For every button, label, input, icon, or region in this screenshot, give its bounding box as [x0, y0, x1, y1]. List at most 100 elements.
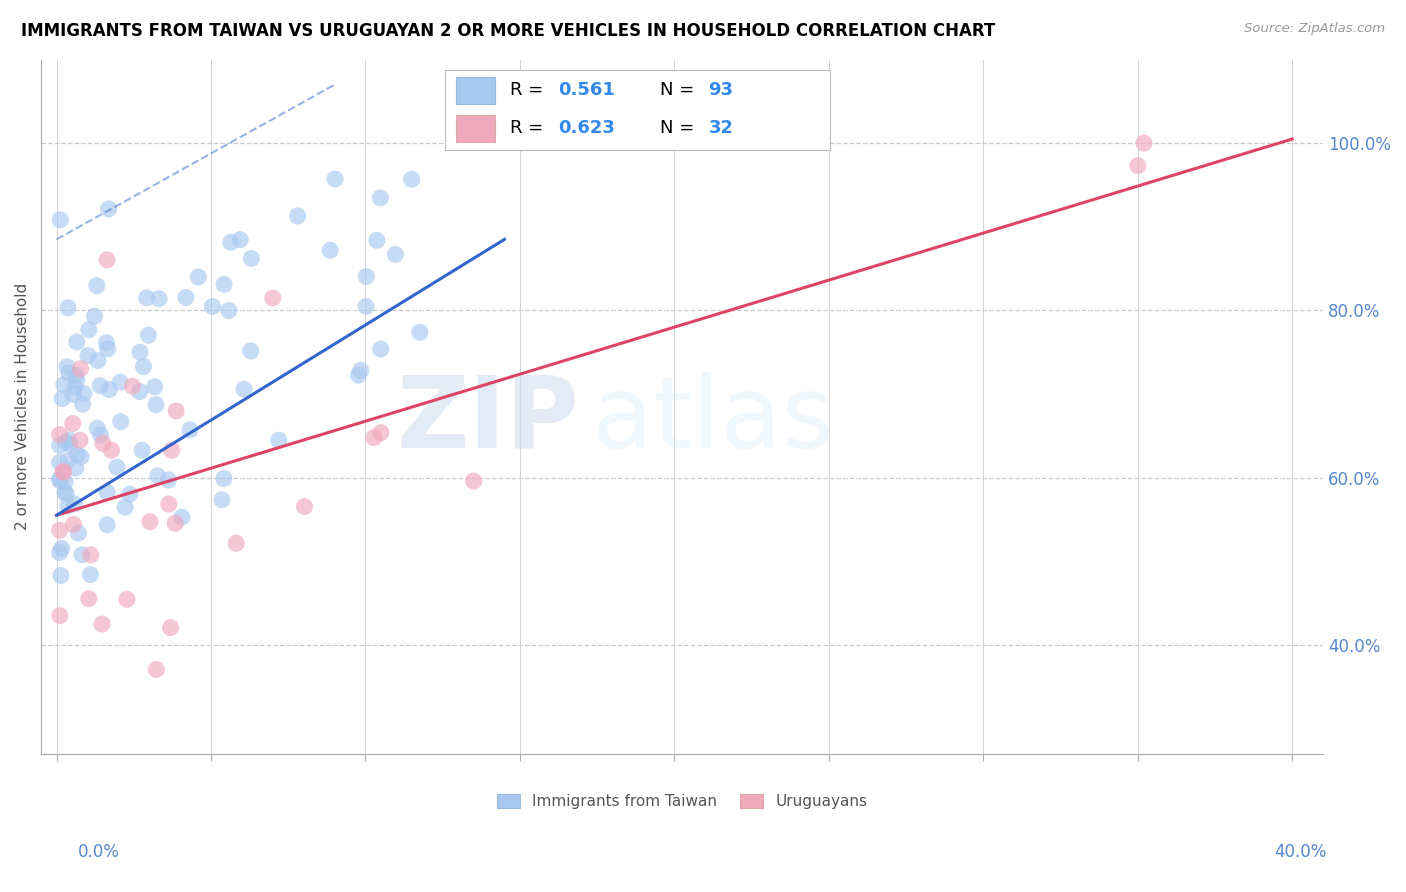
Point	[240, 252, 263, 266]
Point	[319, 244, 342, 258]
Point	[145, 662, 167, 676]
Point	[170, 510, 193, 524]
Point	[48, 427, 70, 442]
Point	[262, 291, 284, 305]
Point	[121, 379, 143, 393]
Point	[145, 398, 167, 412]
Point	[110, 415, 132, 429]
Point	[86, 421, 108, 435]
Point	[48, 472, 70, 486]
Point	[56, 454, 79, 468]
Text: atlas: atlas	[592, 372, 834, 469]
Point	[91, 436, 114, 450]
Point	[89, 378, 111, 392]
Point	[165, 516, 187, 531]
Point	[347, 368, 370, 383]
Point	[160, 443, 183, 458]
Point	[174, 290, 197, 304]
Point	[62, 417, 84, 431]
Point	[159, 621, 181, 635]
Point	[51, 392, 73, 406]
Point	[287, 209, 309, 223]
Point	[62, 517, 84, 532]
Point	[69, 434, 91, 448]
Point	[48, 524, 70, 538]
Point	[211, 492, 233, 507]
Point	[56, 301, 79, 315]
Point	[77, 349, 100, 363]
Point	[115, 592, 138, 607]
Point	[363, 431, 385, 445]
Point	[187, 270, 209, 285]
Text: Source: ZipAtlas.com: Source: ZipAtlas.com	[1244, 22, 1385, 36]
Point	[69, 361, 91, 376]
Point	[53, 485, 76, 500]
Point	[132, 359, 155, 374]
Point	[96, 485, 118, 500]
Point	[62, 387, 84, 401]
Point	[59, 437, 82, 451]
Point	[51, 541, 73, 556]
Point	[354, 300, 377, 314]
Point	[212, 277, 235, 292]
Point	[66, 448, 89, 462]
Point	[131, 443, 153, 458]
Point	[48, 545, 70, 559]
Point	[53, 475, 76, 489]
Point	[97, 342, 120, 356]
Point	[65, 461, 87, 475]
Point	[225, 536, 247, 550]
Point	[239, 343, 262, 358]
Point	[1126, 159, 1149, 173]
Point	[48, 455, 70, 469]
Point	[409, 326, 432, 340]
Point	[233, 382, 256, 396]
Point	[52, 377, 75, 392]
Point	[65, 368, 87, 383]
Point	[70, 450, 93, 464]
Point	[294, 500, 316, 514]
Point	[52, 465, 75, 479]
Point	[219, 235, 242, 250]
Point	[56, 499, 79, 513]
Point	[212, 471, 235, 485]
Point	[128, 384, 150, 399]
Point	[49, 474, 72, 488]
Point	[157, 473, 180, 487]
Point	[165, 404, 187, 418]
Point	[118, 487, 141, 501]
Point	[370, 425, 392, 440]
Point	[49, 608, 72, 623]
Point	[96, 517, 118, 532]
Text: 40.0%: 40.0%	[1274, 843, 1327, 861]
Point	[218, 303, 240, 318]
Point	[83, 310, 105, 324]
Point	[77, 323, 100, 337]
Y-axis label: 2 or more Vehicles in Household: 2 or more Vehicles in Household	[15, 283, 30, 530]
Point	[148, 292, 170, 306]
Point	[138, 328, 160, 343]
Point	[86, 278, 108, 293]
Point	[350, 363, 373, 377]
Point	[77, 591, 100, 606]
Point	[179, 423, 201, 437]
Text: 0.0%: 0.0%	[77, 843, 120, 861]
Point	[87, 353, 110, 368]
Point	[96, 252, 118, 267]
Point	[72, 397, 94, 411]
Point	[463, 474, 485, 488]
Point	[56, 359, 79, 374]
Point	[100, 443, 122, 458]
Point	[114, 500, 136, 515]
Point	[79, 567, 101, 582]
Point	[370, 191, 392, 205]
Point	[356, 269, 378, 284]
Point	[58, 433, 80, 447]
Point	[146, 468, 169, 483]
Point	[49, 212, 72, 227]
Point	[157, 497, 180, 511]
Text: ZIP: ZIP	[396, 372, 579, 469]
Point	[63, 497, 86, 511]
Point	[73, 386, 96, 401]
Point	[110, 375, 132, 389]
